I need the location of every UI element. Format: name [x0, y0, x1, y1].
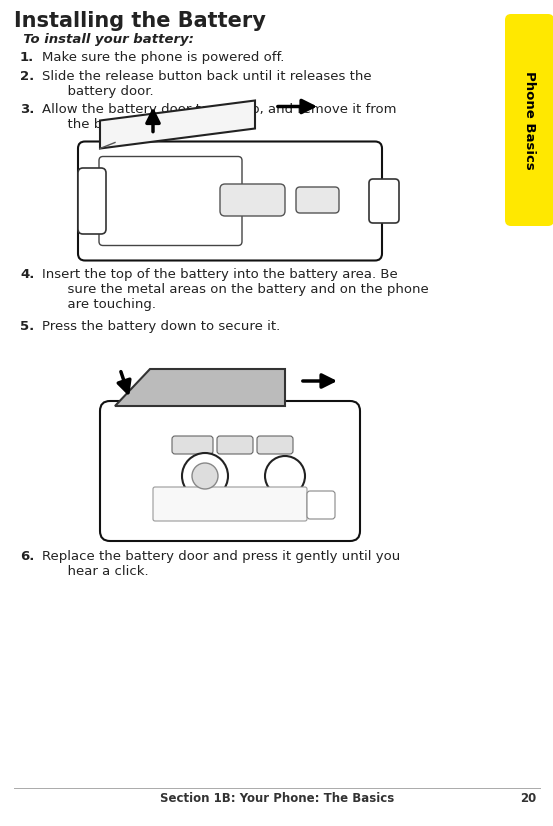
Text: Allow the battery door to pop up, and remove it from
      the back of your phon: Allow the battery door to pop up, and re… — [42, 103, 397, 131]
Text: 6.: 6. — [20, 550, 34, 563]
Circle shape — [192, 463, 218, 489]
FancyBboxPatch shape — [172, 436, 213, 454]
FancyBboxPatch shape — [257, 436, 293, 454]
Text: Phone Basics: Phone Basics — [523, 71, 536, 169]
Text: Make sure the phone is powered off.: Make sure the phone is powered off. — [42, 51, 284, 64]
FancyBboxPatch shape — [78, 168, 106, 234]
Text: Replace the battery door and press it gently until you
      hear a click.: Replace the battery door and press it ge… — [42, 550, 400, 578]
Text: Press the battery down to secure it.: Press the battery down to secure it. — [42, 320, 280, 333]
Text: 5.: 5. — [20, 320, 34, 333]
Text: Installing the Battery: Installing the Battery — [14, 11, 266, 31]
FancyBboxPatch shape — [99, 156, 242, 245]
Circle shape — [182, 453, 228, 499]
FancyBboxPatch shape — [100, 401, 360, 541]
Text: Slide the release button back until it releases the
      battery door.: Slide the release button back until it r… — [42, 70, 372, 98]
FancyBboxPatch shape — [78, 141, 382, 260]
Text: Section 1B: Your Phone: The Basics: Section 1B: Your Phone: The Basics — [160, 791, 394, 805]
Text: Insert the top of the battery into the battery area. Be
      sure the metal are: Insert the top of the battery into the b… — [42, 268, 429, 311]
Polygon shape — [115, 369, 285, 406]
Text: 2.: 2. — [20, 70, 34, 83]
Text: 1.: 1. — [20, 51, 34, 64]
Text: 3.: 3. — [20, 103, 34, 116]
FancyBboxPatch shape — [217, 436, 253, 454]
Text: 4.: 4. — [20, 268, 34, 281]
FancyBboxPatch shape — [220, 184, 285, 216]
FancyBboxPatch shape — [296, 187, 339, 213]
FancyBboxPatch shape — [153, 487, 307, 521]
FancyBboxPatch shape — [307, 491, 335, 519]
FancyBboxPatch shape — [505, 14, 553, 226]
Text: 20: 20 — [520, 791, 536, 805]
FancyBboxPatch shape — [369, 179, 399, 223]
Text: To install your battery:: To install your battery: — [14, 33, 194, 46]
Circle shape — [265, 456, 305, 496]
Polygon shape — [100, 101, 255, 149]
